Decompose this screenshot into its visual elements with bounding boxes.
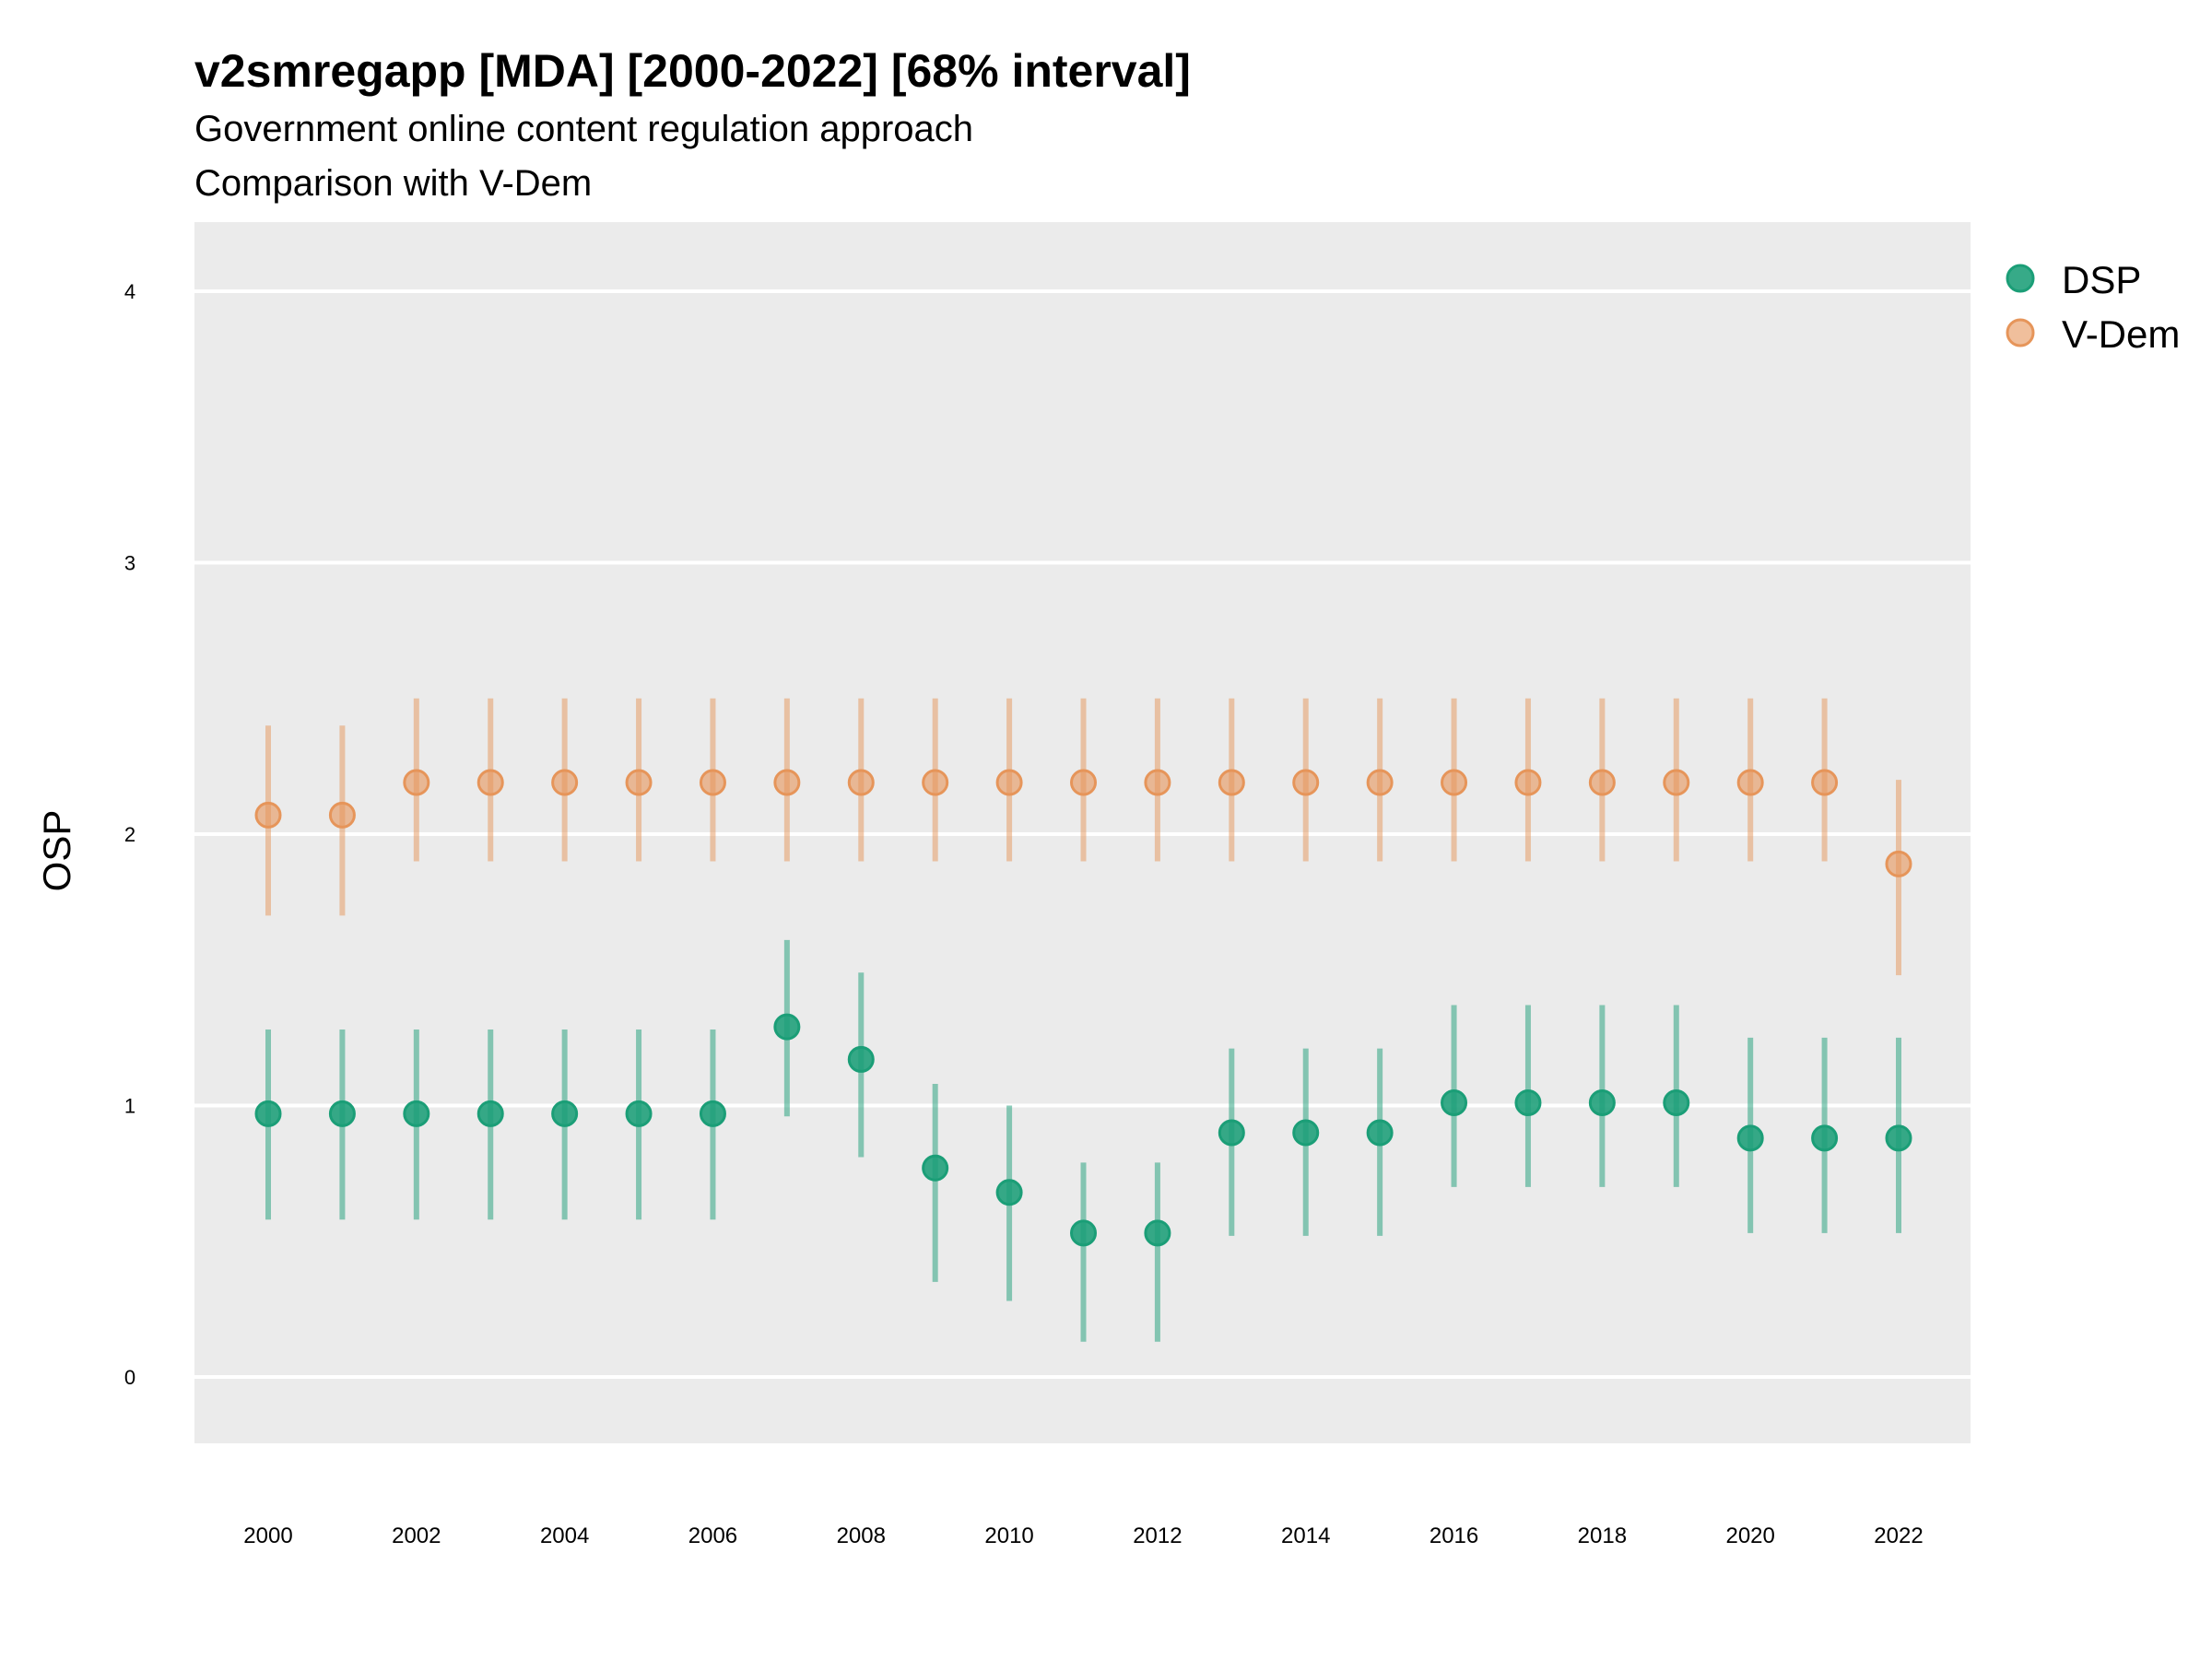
x-tick-label: 2006 — [688, 1524, 737, 1548]
data-point — [699, 1100, 726, 1127]
data-point — [328, 801, 356, 829]
data-point — [1885, 1124, 1912, 1152]
data-point — [328, 1100, 356, 1127]
data-point — [1292, 769, 1320, 796]
data-point — [1144, 769, 1171, 796]
data-point — [1144, 1219, 1171, 1247]
data-point — [1441, 1089, 1468, 1117]
data-point — [1514, 769, 1542, 796]
data-point — [1736, 769, 1764, 796]
data-point — [254, 1100, 282, 1127]
data-point — [625, 769, 653, 796]
series-vdem — [254, 698, 1912, 976]
data-point — [847, 1045, 875, 1073]
data-point — [625, 1100, 653, 1127]
legend-dsp-marker — [2006, 264, 2035, 293]
y-tick-label: 4 — [124, 280, 135, 303]
data-point — [254, 801, 282, 829]
data-point — [922, 1154, 949, 1182]
legend-vdem-label: V-Dem — [2062, 312, 2180, 356]
x-tick-label: 2002 — [392, 1524, 441, 1548]
y-axis-label: OSP — [35, 810, 78, 892]
x-tick-label: 2012 — [1133, 1524, 1182, 1548]
data-point — [1588, 1089, 1616, 1117]
data-point — [1663, 1089, 1690, 1117]
x-tick-label: 2022 — [1874, 1524, 1923, 1548]
data-point — [1218, 769, 1245, 796]
chart-title: v2smregapp [MDA] [2000-2022] [68% interv… — [194, 45, 1191, 97]
y-tick-label: 1 — [124, 1095, 135, 1118]
legend-dsp-label: DSP — [2062, 258, 2141, 301]
data-point — [1736, 1124, 1764, 1152]
data-point — [1588, 769, 1616, 796]
data-point — [1811, 769, 1839, 796]
data-point — [403, 1100, 430, 1127]
y-tick-label: 3 — [124, 552, 135, 575]
x-tick-label: 2004 — [540, 1524, 589, 1548]
x-tick-label: 2018 — [1578, 1524, 1627, 1548]
data-point — [773, 769, 801, 796]
x-tick-labels: 2000 2002 2004 2006 2008 2010 2012 2014 2016 2018… — [243, 1524, 1923, 1548]
data-point — [1663, 769, 1690, 796]
x-tick-label: 2016 — [1430, 1524, 1478, 1548]
data-point — [1366, 1119, 1394, 1147]
y-tick-label: 2 — [124, 823, 135, 846]
data-point — [922, 769, 949, 796]
legend: DSP V-Dem — [2006, 258, 2180, 356]
data-point — [1070, 769, 1097, 796]
data-point — [477, 1100, 504, 1127]
series-dsp — [254, 939, 1912, 1342]
data-point — [477, 769, 504, 796]
chart-subtitle: Government online content regulation app… — [194, 109, 973, 149]
data-point — [1070, 1219, 1097, 1247]
data-point — [995, 769, 1023, 796]
data-point — [1811, 1124, 1839, 1152]
chart-subtitle-2: Comparison with V-Dem — [194, 163, 592, 204]
data-point — [1366, 769, 1394, 796]
y-tick-label: 0 — [124, 1366, 135, 1389]
data-point — [551, 769, 579, 796]
x-tick-label: 2000 — [243, 1524, 292, 1548]
data-point — [995, 1179, 1023, 1206]
data-point — [1218, 1119, 1245, 1147]
data-point — [847, 769, 875, 796]
data-point — [551, 1100, 579, 1127]
data-point — [773, 1013, 801, 1041]
x-tick-label: 2008 — [837, 1524, 886, 1548]
data-point — [699, 769, 726, 796]
x-tick-label: 2020 — [1725, 1524, 1774, 1548]
data-point — [1885, 850, 1912, 877]
data-point — [1292, 1119, 1320, 1147]
legend-vdem-marker — [2006, 318, 2035, 347]
data-point — [1514, 1089, 1542, 1117]
x-tick-label: 2014 — [1281, 1524, 1330, 1548]
x-tick-label: 2010 — [984, 1524, 1033, 1548]
y-tick-labels: 0 1 2 3 4 — [124, 280, 135, 1389]
data-point — [1441, 769, 1468, 796]
data-point — [403, 769, 430, 796]
data-marks — [254, 698, 1912, 1342]
